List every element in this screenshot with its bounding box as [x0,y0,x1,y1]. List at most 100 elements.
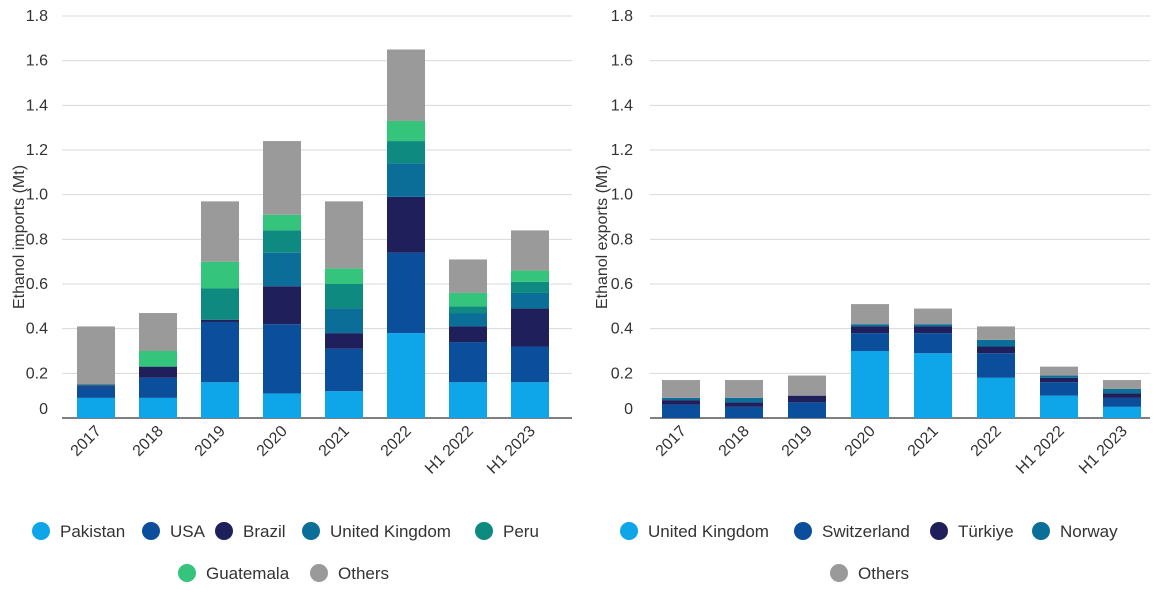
legend-label: Switzerland [822,522,910,541]
bar-segment-usa [201,321,239,383]
x-tick-label: 2022 [378,423,415,460]
x-tick-label: H1 2023 [1076,423,1131,478]
bar-segment-brazil [511,308,549,347]
bar-segment-pakistan [201,382,239,418]
y-tick-label: 1.4 [26,97,48,114]
bar-segment-t-rkiye [977,346,1015,354]
x-tick-label: 2017 [653,423,690,460]
bar-segment-t-rkiye [788,395,826,403]
bar-segment-peru [201,288,239,320]
legend-label: United Kingdom [648,522,769,541]
bar-segment-brazil [263,286,301,325]
y-tick-label: 1.4 [611,97,633,114]
bar-segment-usa [449,342,487,383]
bar-segment-guatemala [387,120,425,142]
bar-segment-others [139,313,177,351]
y-axis-label: Ethanol exports (Mt) [594,165,611,309]
legend-swatch [794,522,812,540]
y-tick-label: 1.0 [26,187,48,204]
bar-segment-guatemala [325,268,363,284]
y-tick-label: 1.2 [611,142,633,159]
x-tick-label: H1 2023 [484,423,539,478]
bar-segment-brazil [139,366,177,378]
bar-segment-united-kingdom [263,252,301,287]
legend-swatch [830,564,848,582]
legend-swatch [142,522,160,540]
bar-segment-pakistan [77,397,115,418]
bar-segment-norway [977,339,1015,347]
legend-swatch [930,522,948,540]
bar-segment-switzerland [725,406,763,418]
legend-label: Brazil [243,522,286,541]
legend-swatch [302,522,320,540]
bar-segment-peru [263,230,301,253]
y-tick-label: 0.4 [611,321,633,338]
y-tick-label: 0.4 [26,321,48,338]
bar-segment-others [325,201,363,269]
legend-label: Pakistan [60,522,125,541]
bar-segment-pakistan [325,391,363,418]
y-tick-label: 1.6 [611,53,633,70]
bar-segment-others [1040,366,1078,376]
bar-segment-usa [263,324,301,394]
legend-label: USA [170,522,206,541]
y-tick-label: 0 [39,401,48,418]
bar-segment-pakistan [263,393,301,418]
y-tick-label: 0.2 [26,365,48,382]
x-tick-label: 2019 [779,423,816,460]
y-axis-label: Ethanol imports (Mt) [11,165,28,309]
legend-label: Guatemala [206,564,290,583]
bar-segment-united-kingdom [1103,406,1141,418]
legend-label: United Kingdom [330,522,451,541]
x-tick-label: 2018 [130,423,167,460]
bar-segment-peru [449,306,487,314]
x-tick-label: 2019 [192,423,229,460]
y-tick-label: 0.8 [26,231,48,248]
bar-segment-t-rkiye [1103,393,1141,398]
bar-segment-guatemala [263,214,301,231]
bar-segment-switzerland [1103,397,1141,407]
x-tick-label: H1 2022 [422,423,477,478]
bar-segment-peru [511,281,549,293]
bar-segment-united-kingdom [914,353,952,418]
bar-segment-t-rkiye [662,400,700,405]
y-tick-label: 1.6 [26,53,48,70]
bar-segment-norway [662,397,700,401]
bar-segment-others [725,380,763,398]
bar-segment-norway [1103,388,1141,394]
bar-segment-t-rkiye [725,402,763,407]
legend-label: Türkiye [958,522,1014,541]
y-tick-label: 1.0 [611,187,633,204]
legend-swatch [178,564,196,582]
bar-segment-switzerland [914,333,952,354]
bar-segment-t-rkiye [851,326,889,334]
bar-segment-united-kingdom [387,163,425,197]
bar-segment-others [77,326,115,385]
bar-segment-guatemala [511,270,549,282]
bar-segment-switzerland [788,402,826,418]
y-tick-label: 0 [624,401,633,418]
bar-segment-usa [139,377,177,398]
bar-segment-switzerland [1040,382,1078,396]
legend-swatch [32,522,50,540]
bar-segment-guatemala [139,351,177,367]
bar-segment-brazil [325,333,363,349]
legend-swatch [475,522,493,540]
bar-segment-norway [725,397,763,403]
chart-panel-2: 0 0.2 0.4 0.6 0.8 1.0 1.2 1.4 1.6 1.8 Ethanol expo… [594,8,1150,583]
y-tick-label: 0.8 [611,231,633,248]
bar-segment-brazil [201,319,239,322]
bar-segment-pakistan [449,382,487,418]
bar-segment-norway [914,324,952,327]
bar-segment-united-kingdom [977,377,1015,418]
x-tick-label: 2021 [905,423,942,460]
y-tick-label: 1.2 [26,142,48,159]
y-tick-label: 1.8 [26,8,48,25]
bar-segment-others [201,201,239,262]
bar-segment-others [662,380,700,398]
bar-segment-usa [77,386,115,398]
x-tick-label: 2020 [842,423,879,460]
bar-segment-pakistan [511,382,549,418]
bar-segment-others [511,230,549,271]
